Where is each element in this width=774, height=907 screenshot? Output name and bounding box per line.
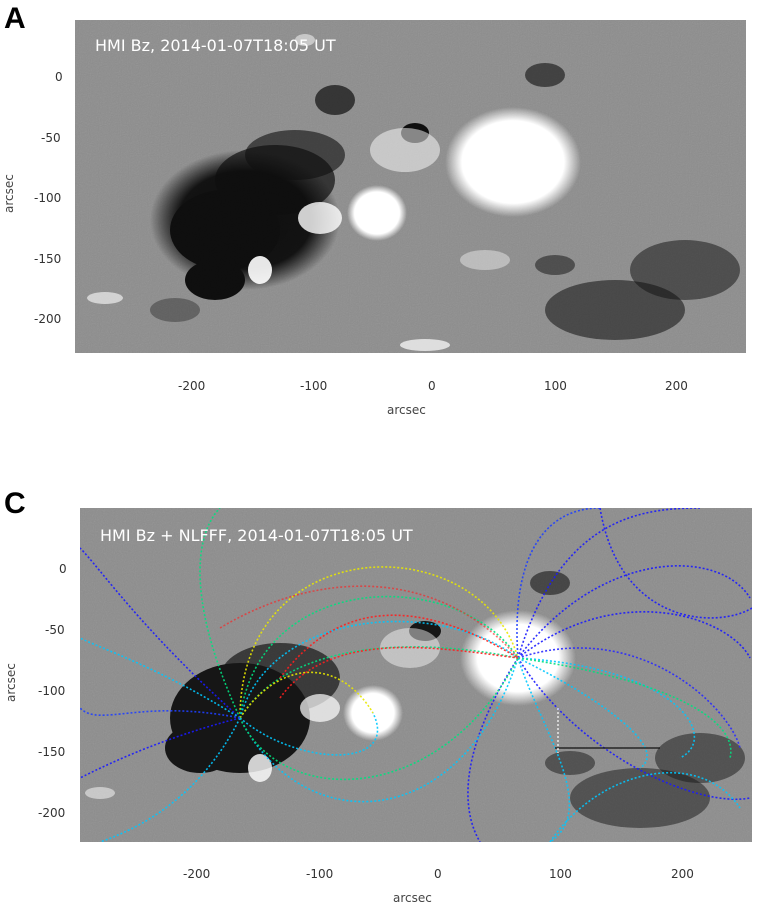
panel-c-xlabel: arcsec — [393, 891, 432, 905]
panel-c-xtick: -200 — [183, 867, 211, 881]
panel-a-ytick: -200 — [34, 312, 62, 326]
panel-c-ylabel: arcsec — [4, 663, 18, 702]
panel-a-xtick: 200 — [665, 379, 688, 393]
panel-a-xtick: 0 — [428, 379, 436, 393]
panel-a-magnetogram-image — [75, 20, 746, 353]
panel-a-xtick: 100 — [544, 379, 567, 393]
panel-a-xtick: -200 — [178, 379, 206, 393]
panel-c-ytick: -100 — [38, 684, 66, 698]
panel-c-letter: C — [4, 487, 26, 520]
panel-a-ytick: 0 — [55, 70, 63, 84]
panel-a-ytick: -50 — [41, 131, 61, 145]
panel-c-xtick: 200 — [671, 867, 694, 881]
panel-a-ytick: -100 — [34, 191, 62, 205]
panel-c-xtick: 0 — [434, 867, 442, 881]
panel-a-xtick: -100 — [300, 379, 328, 393]
panel-c-ytick: -200 — [38, 806, 66, 820]
panel-c-ytick: -50 — [45, 623, 65, 637]
panel-a-plot: HMI Bz, 2014-01-07T18:05 UT — [75, 20, 746, 353]
panel-c-xtick: -100 — [306, 867, 334, 881]
panel-c-ytick: 0 — [59, 562, 67, 576]
panel-a-ylabel: arcsec — [2, 174, 16, 213]
panel-c-ytick: -150 — [38, 745, 66, 759]
panel-a-letter: A — [4, 2, 26, 35]
panel-a-ytick: -150 — [34, 252, 62, 266]
panel-a-title: HMI Bz, 2014-01-07T18:05 UT — [95, 36, 336, 55]
panel-c-magnetogram-nlfff-image — [80, 508, 752, 842]
panel-c-plot: HMI Bz + NLFFF, 2014-01-07T18:05 UT — [80, 508, 752, 842]
panel-c-title: HMI Bz + NLFFF, 2014-01-07T18:05 UT — [100, 526, 413, 545]
panel-c-xtick: 100 — [549, 867, 572, 881]
panel-a-xlabel: arcsec — [387, 403, 426, 417]
